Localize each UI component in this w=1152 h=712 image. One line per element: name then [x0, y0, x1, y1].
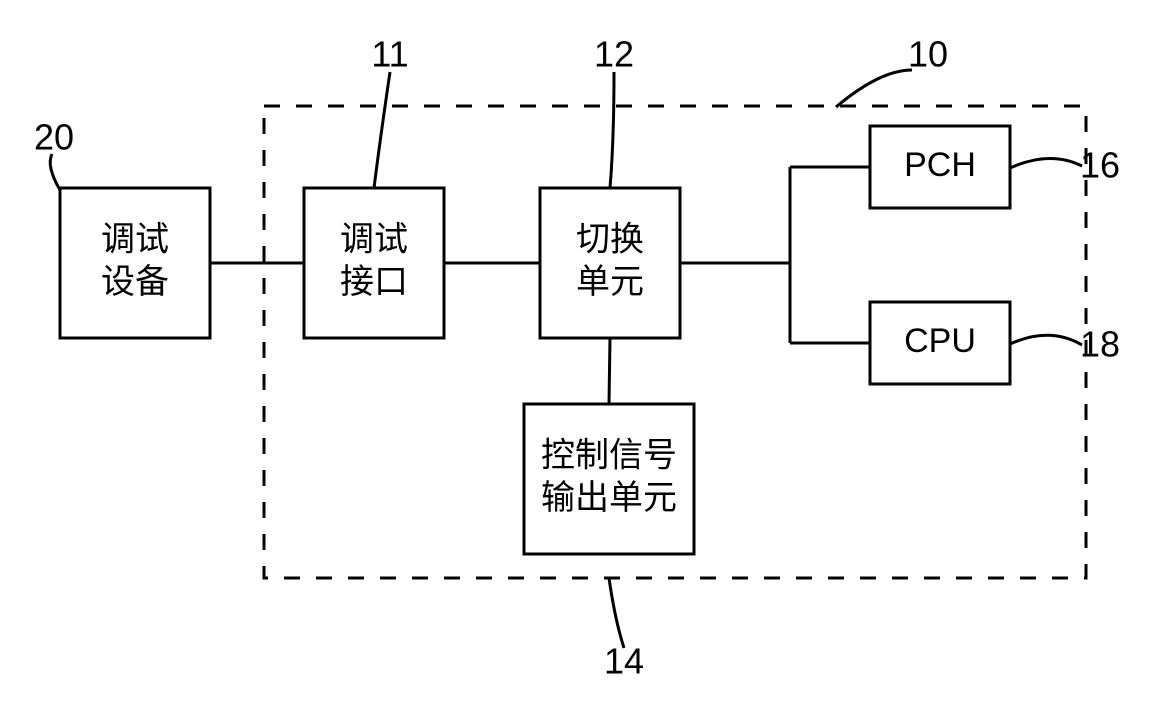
node-debug_device-label-1: 设备	[101, 263, 169, 301]
leader-20	[50, 154, 60, 190]
ref-label-20: 20	[34, 117, 74, 158]
ref-label-14: 14	[604, 641, 644, 682]
leader-14	[609, 578, 624, 648]
node-switch_unit-label-0: 切换	[576, 221, 644, 259]
leader-16	[1010, 158, 1082, 168]
edge-2	[609, 338, 610, 404]
leader-11	[374, 72, 390, 188]
node-control_output-label-0: 控制信号	[541, 437, 677, 475]
ref-label-11: 11	[371, 34, 408, 75]
node-cpu-label-0: CPU	[904, 322, 976, 360]
ref-label-12: 12	[594, 34, 634, 75]
leader-10	[836, 70, 912, 107]
node-pch-label-0: PCH	[904, 146, 976, 184]
diagram-root: 调试设备 调试接口 切换单元控制信号输出单元 PCH CPU 10 11 12 14 16 18 20	[0, 0, 1152, 712]
leader-12	[610, 72, 614, 188]
node-switch_unit-label-1: 单元	[576, 263, 644, 301]
leader-18	[1010, 335, 1082, 345]
node-debug_interface-label-1: 接口	[340, 263, 408, 301]
node-debug_interface-label-0: 调试	[340, 221, 408, 259]
ref-label-18: 18	[1080, 324, 1120, 365]
ref-label-16: 16	[1080, 145, 1120, 186]
diagram-svg: 调试设备 调试接口 切换单元控制信号输出单元 PCH CPU 10 11 12 14 16 18 20	[0, 0, 1152, 712]
ref-label-10: 10	[908, 34, 948, 75]
node-control_output-label-1: 输出单元	[541, 479, 677, 517]
node-debug_device-label-0: 调试	[101, 221, 169, 259]
